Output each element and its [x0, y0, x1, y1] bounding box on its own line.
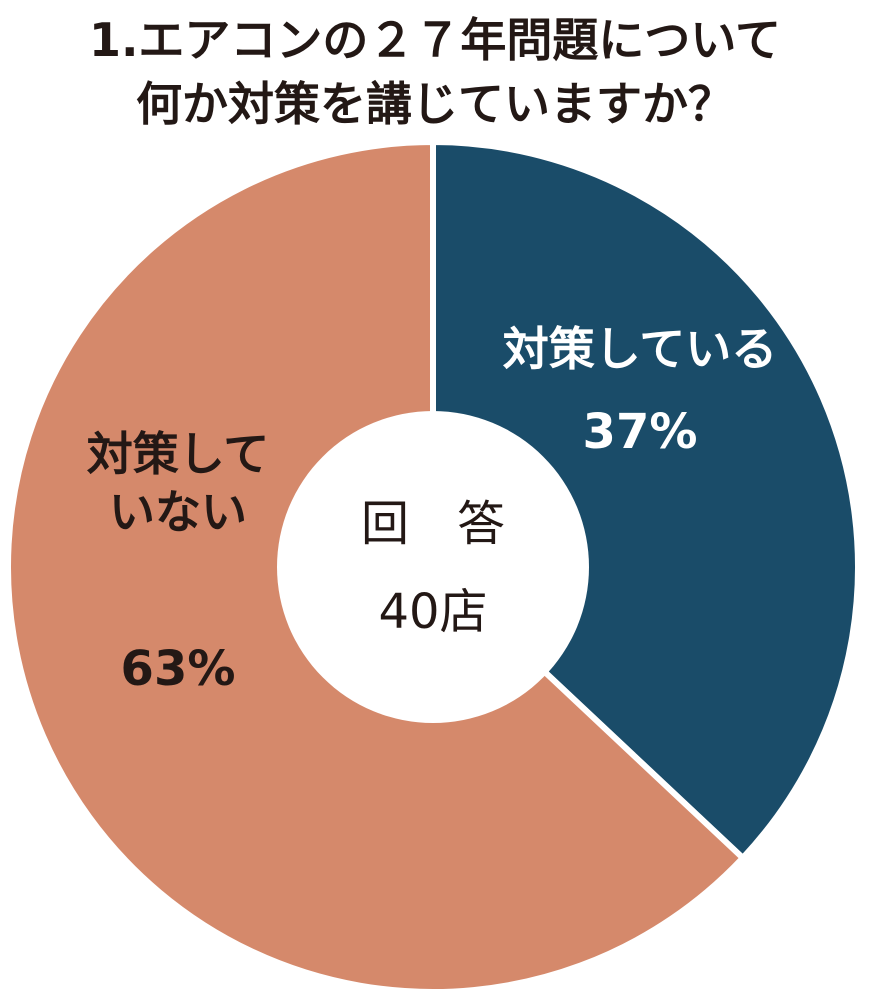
center-label-line-2: 40店 — [378, 584, 487, 640]
chart-title: 1.エアコンの２７年問題について 何か対策を講じていますか？ — [0, 8, 870, 136]
slice-2-label-line-1: 対策して — [87, 427, 270, 481]
slice-2-label-line-2: いない — [109, 485, 247, 539]
slice-1-value-label: 37% — [583, 404, 698, 460]
chart-title-line-2: 何か対策を講じていますか？ — [136, 77, 734, 131]
center-hole — [277, 411, 589, 723]
center-label-line-1: 回 答 — [361, 496, 505, 552]
chart-title-line-1: 1.エアコンの２７年問題について — [88, 13, 782, 67]
pie-slice-1 — [430, 139, 861, 861]
slice-1-label-line-1: 対策している — [503, 322, 778, 376]
slice-2-value-label: 63% — [121, 641, 236, 697]
